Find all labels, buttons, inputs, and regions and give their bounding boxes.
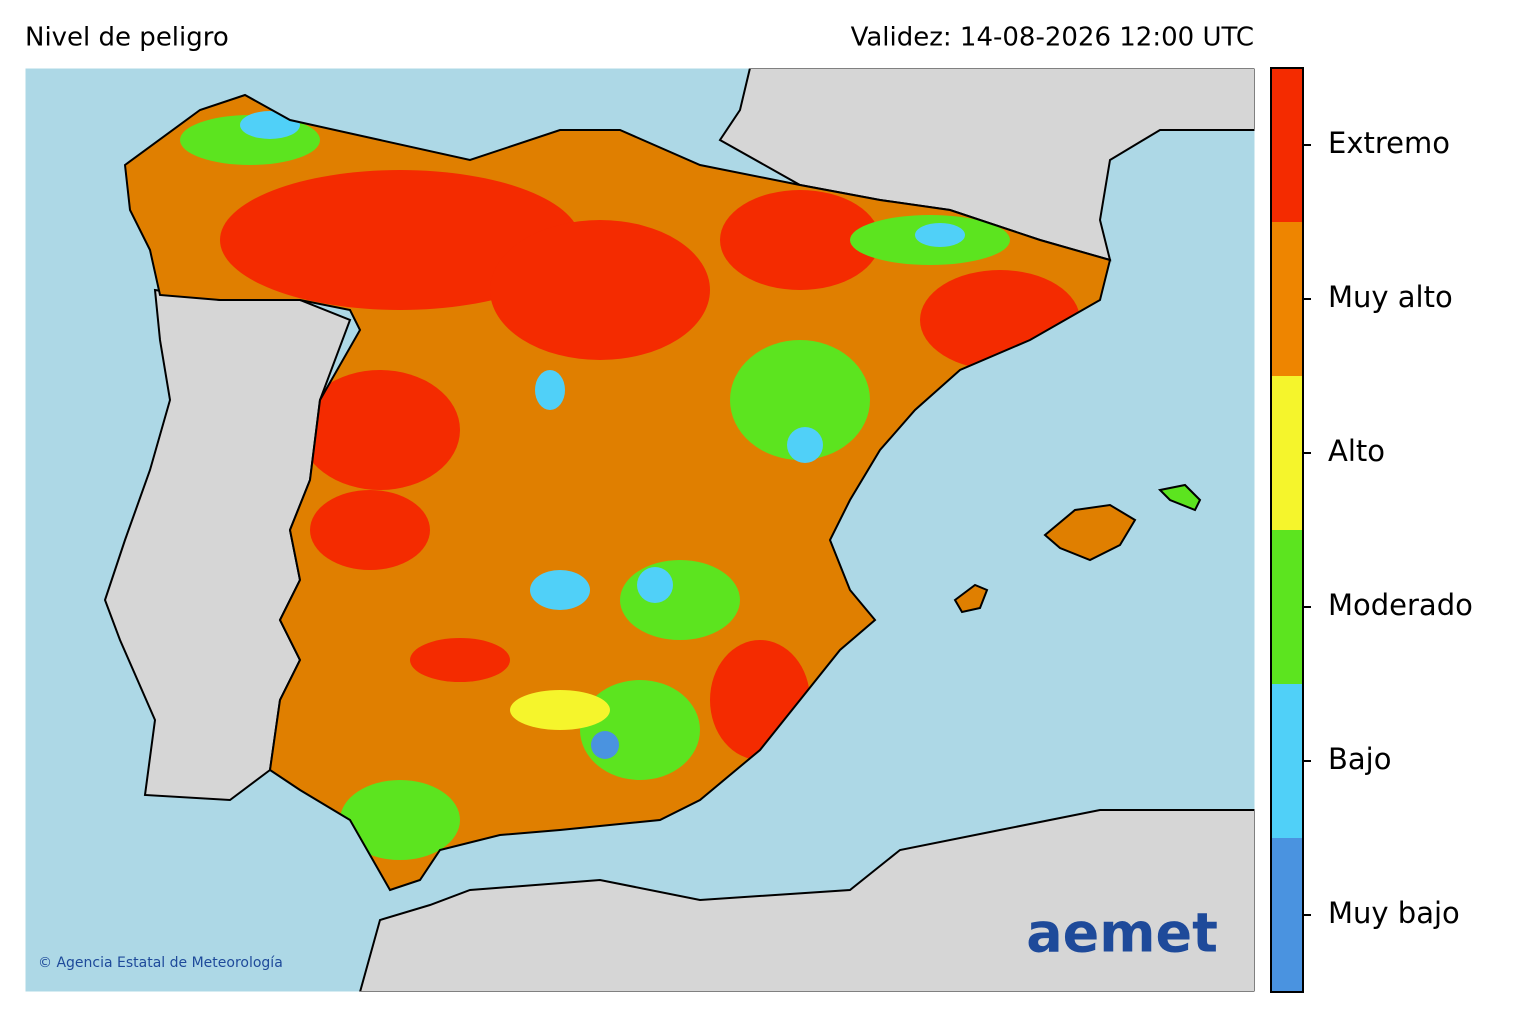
colorbar-segment [1271,684,1303,838]
colorbar-label: Extremo [1328,126,1450,160]
map: © Agencia Estatal de Meteorología aemet [25,68,1255,992]
map-frame [24,67,1256,993]
credit: © Agencia Estatal de Meteorología [38,955,283,971]
mallorca [1043,503,1137,562]
validity: Validez: 14-08-2026 12:00 UTC [851,23,1254,53]
africa [358,809,1255,992]
menorca [1157,483,1202,512]
colorbar-label: Muy bajo [1328,896,1460,930]
logo: aemet [1026,902,1218,965]
colorbar-segment [1271,68,1303,222]
ibiza [953,583,989,614]
colorbar-frame [1270,67,1304,993]
colorbar-segment [1271,838,1303,992]
colorbar-label: Moderado [1328,588,1473,622]
colorbar-segment [1271,530,1303,684]
colorbar-label: Muy alto [1328,280,1453,314]
colorbar-segment [1271,376,1303,530]
colorbar: Extremo Muy alto Alto Moderado Bajo Muy bajo [1270,67,1473,993]
colorbar-label: Alto [1328,434,1385,468]
spain-outline [123,93,1112,892]
map-title: Nivel de peligro [25,23,229,53]
colorbar-segment [1271,222,1303,376]
colorbar-label: Bajo [1328,742,1391,776]
